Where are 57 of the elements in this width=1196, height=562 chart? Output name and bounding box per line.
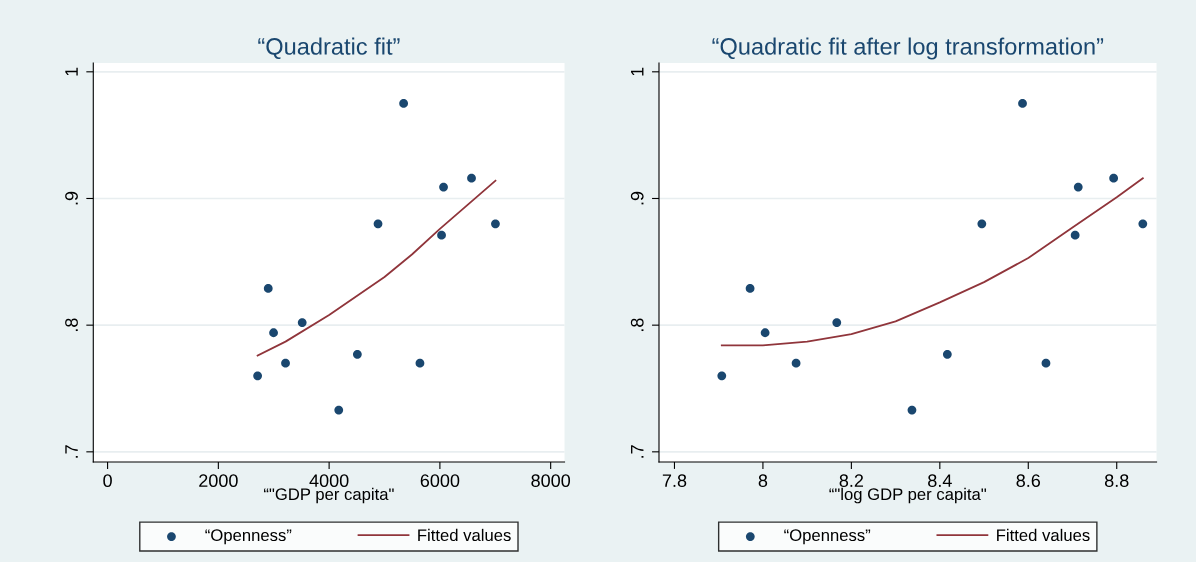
- point: [437, 230, 446, 240]
- x-tick-label: 8000: [531, 474, 571, 488]
- x-axis-title: “"GDP per capita": [264, 487, 394, 504]
- point: [717, 371, 727, 381]
- point: [253, 371, 263, 381]
- point: [415, 358, 425, 368]
- point: [1041, 358, 1051, 368]
- legend-label: Fitted values: [997, 528, 1090, 542]
- point: [745, 284, 755, 293]
- x-tick-label: 8.6: [1016, 474, 1041, 488]
- x-tick-label: 0: [103, 474, 112, 488]
- x-tick-label: 8.2: [839, 474, 864, 488]
- point: [399, 99, 409, 108]
- point: [1138, 219, 1148, 229]
- x-axis-title: “"log GDP per capita": [829, 487, 987, 504]
- point: [942, 349, 952, 359]
- y-tick-label: .8: [65, 318, 78, 332]
- legend-label: “Openness”: [784, 529, 871, 545]
- line-series: [256, 179, 497, 357]
- point: [269, 328, 278, 338]
- point: [491, 219, 500, 229]
- y-tick-label: .9: [65, 191, 78, 205]
- point: [373, 219, 383, 229]
- point: [1073, 182, 1083, 192]
- point: [334, 405, 344, 415]
- chart-title: “Quadratic fit after log transformation”: [712, 37, 1104, 60]
- x-tick-label: 8.8: [1104, 474, 1129, 488]
- point: [263, 284, 273, 293]
- point: [791, 358, 801, 368]
- y-tick-label: .7: [631, 445, 644, 458]
- point: [467, 173, 476, 183]
- point: [352, 349, 362, 359]
- point: [977, 219, 987, 229]
- x-tick-label: 8: [758, 474, 768, 488]
- x-tick-label: 6000: [420, 474, 460, 488]
- x-tick-label: 8.4: [928, 474, 952, 488]
- point: [297, 318, 307, 328]
- x-tick-label: 4000: [309, 474, 349, 488]
- y-tick-label: .8: [630, 318, 644, 332]
- y-tick-label: 1: [631, 67, 644, 76]
- legend-label: Fitted values: [418, 528, 511, 542]
- y-tick-label: 1: [65, 67, 78, 76]
- x-tick-label: 2000: [199, 474, 238, 488]
- point: [760, 328, 770, 338]
- y-tick-label: .9: [630, 191, 644, 205]
- chart-title: “Quadratic fit”: [258, 37, 400, 60]
- y-tick-label: .7: [65, 445, 78, 458]
- x-tick-label: 7.8: [662, 474, 687, 488]
- point: [907, 405, 917, 415]
- point: [832, 318, 842, 328]
- point: [439, 182, 448, 192]
- point: [1070, 230, 1080, 240]
- point: [281, 358, 290, 368]
- point: [1018, 99, 1027, 108]
- line-series: [720, 177, 1144, 347]
- legend-label: “Openness”: [205, 529, 292, 545]
- point: [1109, 173, 1119, 183]
